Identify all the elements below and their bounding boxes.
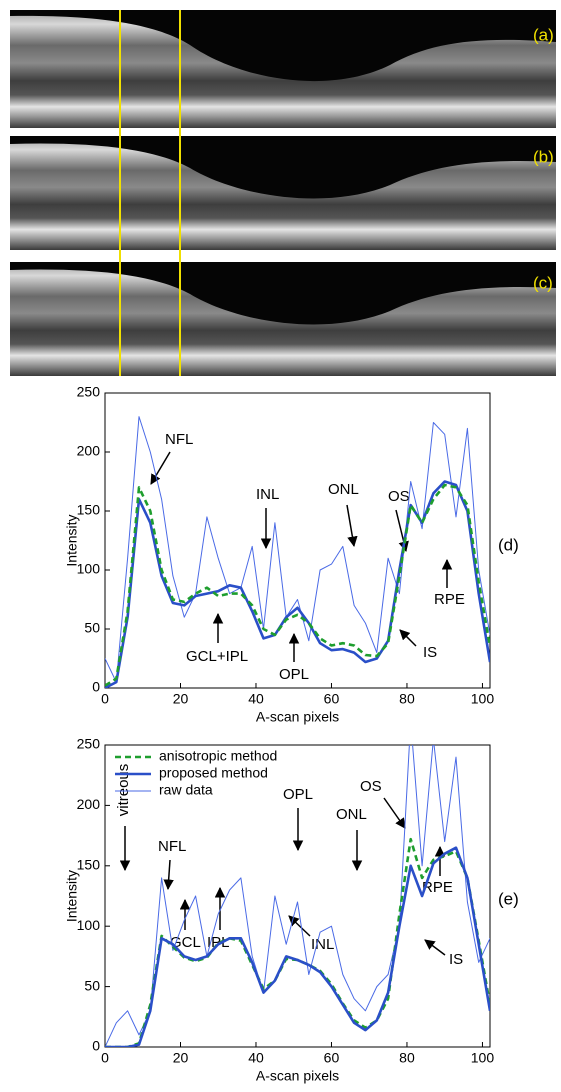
- x-tick-label: 20: [173, 691, 189, 707]
- x-tick-label: 80: [399, 1050, 415, 1066]
- annotation: IS: [423, 644, 437, 661]
- plot-series: [105, 416, 490, 688]
- annotation: IPL: [207, 934, 230, 951]
- series-line: [105, 483, 490, 687]
- x-axis-label: A-scan pixels: [256, 1068, 339, 1084]
- x-tick-label: 100: [471, 1050, 495, 1066]
- annotation: OPL: [279, 666, 309, 683]
- x-axis-label: A-scan pixels: [256, 709, 339, 725]
- annotation: GCL+IPL: [186, 648, 248, 665]
- annotation: ONL: [328, 481, 359, 498]
- oct-image-c: [10, 262, 556, 376]
- x-tick-label: 80: [399, 691, 415, 707]
- y-axis-label: Intensity: [64, 870, 80, 922]
- annotation: RPE: [434, 591, 465, 608]
- x-tick-label: 20: [173, 1050, 189, 1066]
- annotation: OPL: [283, 786, 313, 803]
- annotations-e: vitreous NFL OPL ONL OS RPE GCL IPL INL …: [115, 764, 463, 968]
- y-tick-label: 50: [84, 620, 100, 636]
- y-tick-label: 200: [77, 443, 101, 459]
- image-label: (b): [533, 147, 554, 166]
- x-tick-label: 0: [101, 691, 109, 707]
- series-line: [105, 416, 490, 683]
- y-tick-label: 250: [77, 736, 101, 752]
- plot-frame: [104, 744, 491, 1048]
- x-tick-label: 60: [324, 1050, 340, 1066]
- legend-label: raw data: [159, 782, 213, 798]
- oct-image-b: [10, 136, 556, 250]
- annotation: vitreous: [115, 764, 132, 817]
- oct-image-a: [10, 10, 556, 128]
- plot-frame: [104, 392, 491, 689]
- plot-series: [105, 745, 490, 1047]
- annotation: INL: [311, 936, 334, 953]
- y-tick-label: 0: [92, 679, 100, 695]
- panel-label: (e): [498, 889, 519, 908]
- y-tick-label: 100: [77, 561, 101, 577]
- y-tick-label: 0: [92, 1038, 100, 1054]
- series-line: [105, 846, 490, 1047]
- series-line: [105, 745, 490, 1047]
- x-tick-label: 40: [248, 691, 264, 707]
- x-tick-label: 40: [248, 1050, 264, 1066]
- annotations-d: NFL INL ONL OS RPE GCL+IPL OPL IS: [150, 431, 465, 683]
- annotation: OS: [388, 488, 410, 505]
- annotation: RPE: [422, 879, 453, 896]
- x-tick-label: 60: [324, 691, 340, 707]
- image-label: (c): [533, 273, 553, 292]
- y-tick-label: 100: [77, 917, 101, 933]
- x-tick-label: 0: [101, 1050, 109, 1066]
- annotation: IS: [449, 951, 463, 968]
- y-tick-label: 200: [77, 796, 101, 812]
- x-tick-label: 100: [471, 691, 495, 707]
- annotation: NFL: [158, 838, 186, 855]
- annotation: OS: [360, 778, 382, 795]
- y-axis-label: Intensity: [64, 514, 80, 566]
- image-label: (a): [533, 25, 554, 44]
- annotation: NFL: [165, 431, 193, 448]
- panel-label: (d): [498, 535, 519, 554]
- legend-label: anisotropic method: [159, 748, 277, 764]
- y-tick-label: 50: [84, 977, 100, 993]
- y-tick-label: 250: [77, 384, 101, 400]
- annotation: INL: [256, 486, 279, 503]
- y-tick-label: 150: [77, 857, 101, 873]
- y-tick-label: 150: [77, 502, 101, 518]
- legend-label: proposed method: [159, 765, 268, 781]
- annotation: ONL: [336, 806, 367, 823]
